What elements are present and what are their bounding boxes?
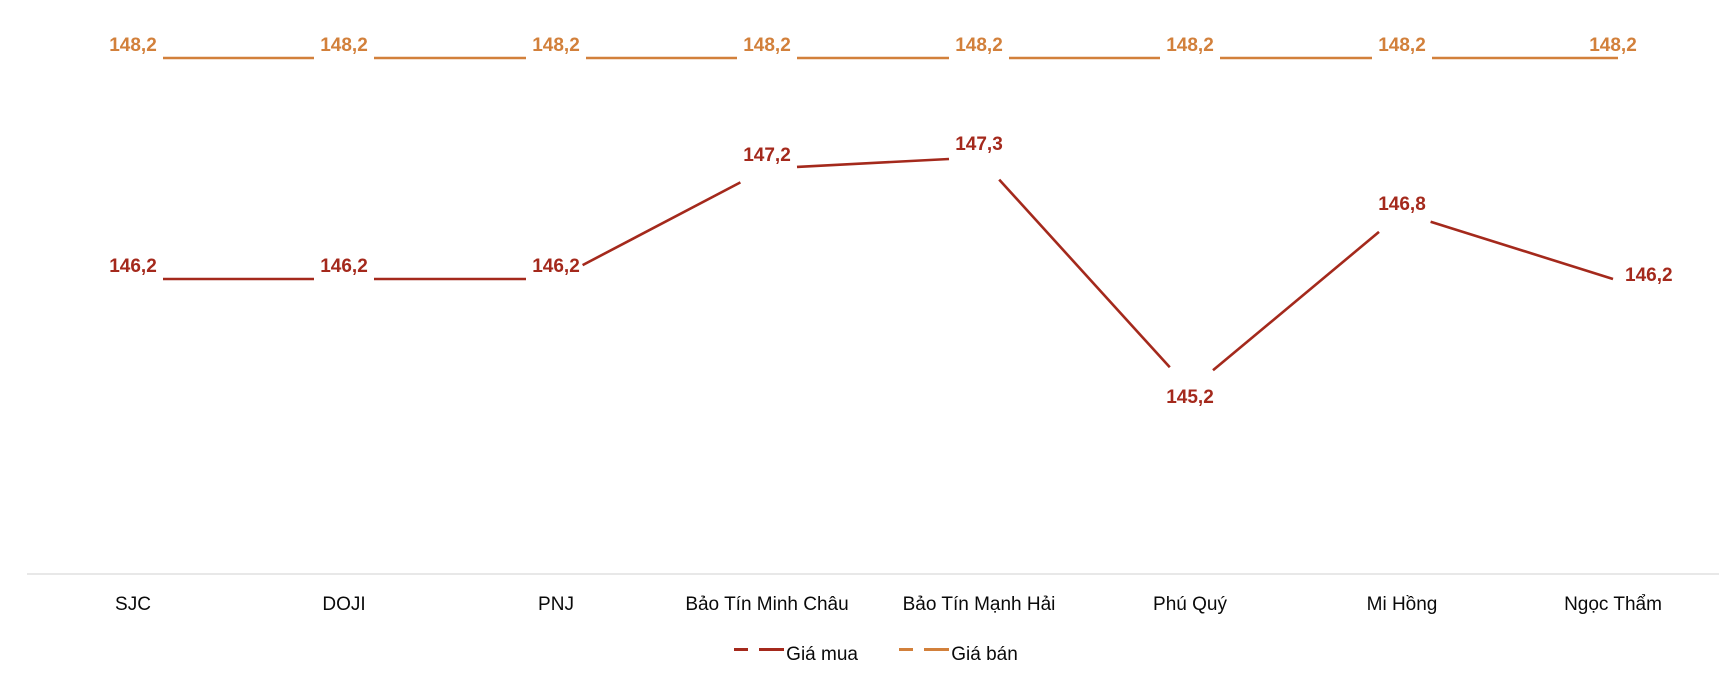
svg-text:148,2: 148,2 xyxy=(532,35,580,56)
svg-text:147,2: 147,2 xyxy=(743,145,791,166)
svg-text:146,2: 146,2 xyxy=(109,256,157,277)
svg-text:147,3: 147,3 xyxy=(955,134,1003,155)
svg-text:146,8: 146,8 xyxy=(1378,194,1426,215)
svg-text:148,2: 148,2 xyxy=(743,35,791,56)
svg-text:148,2: 148,2 xyxy=(955,35,1003,56)
svg-text:148,2: 148,2 xyxy=(320,35,368,56)
svg-text:146,2: 146,2 xyxy=(532,256,580,277)
svg-text:146,2: 146,2 xyxy=(1625,265,1673,286)
svg-text:148,2: 148,2 xyxy=(1378,35,1426,56)
svg-text:148,2: 148,2 xyxy=(1589,35,1637,56)
svg-text:148,2: 148,2 xyxy=(109,35,157,56)
svg-text:148,2: 148,2 xyxy=(1166,35,1214,56)
svg-text:145,2: 145,2 xyxy=(1166,387,1214,408)
svg-text:146,2: 146,2 xyxy=(320,256,368,277)
